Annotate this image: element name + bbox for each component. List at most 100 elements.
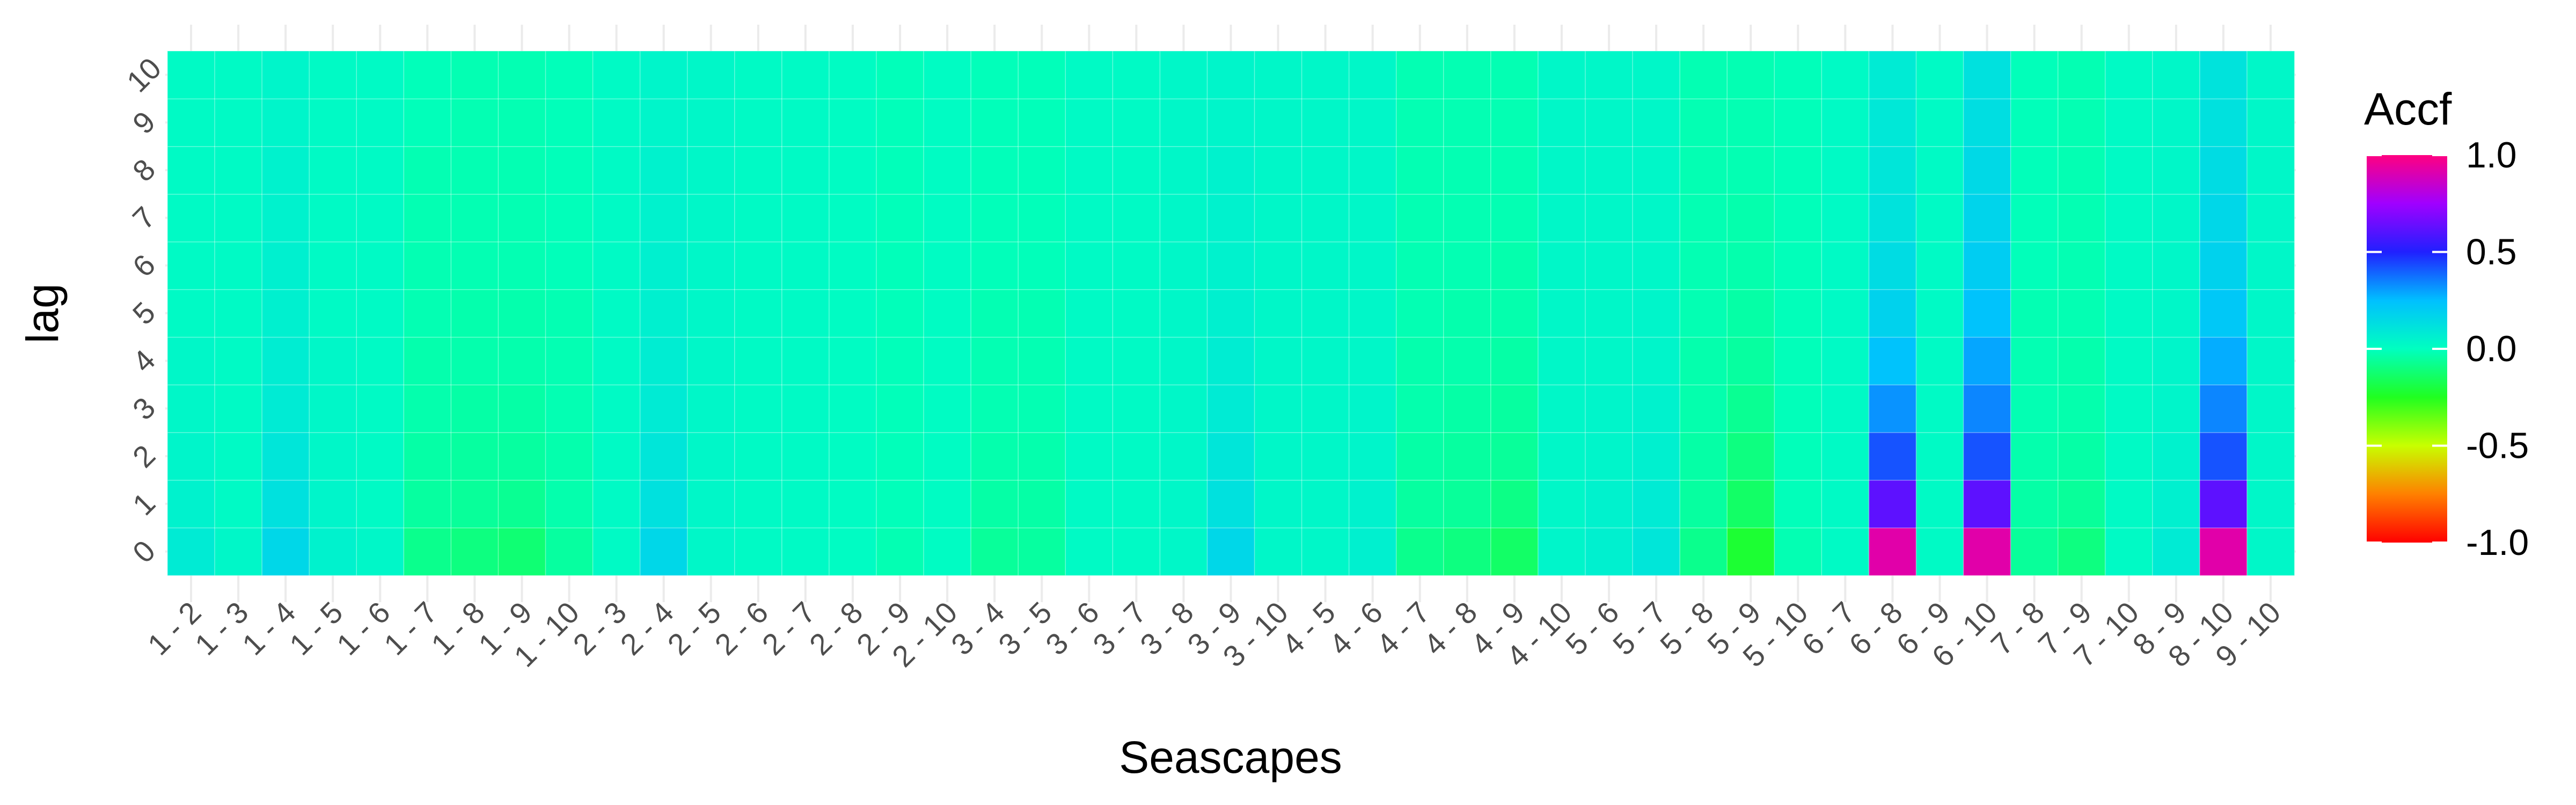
heatmap-cell [1018,289,1066,338]
heatmap-cell [2199,241,2248,290]
heatmap-cell [1726,241,1775,290]
heatmap-cell [403,145,452,195]
heatmap-cell [1868,241,1917,290]
heatmap-cell [2246,289,2295,338]
heatmap-cell [781,479,830,529]
heatmap-cell [1348,431,1397,481]
heatmap-cell [686,241,736,290]
heatmap-cell [1018,527,1066,576]
heatmap-cell [970,145,1019,195]
heatmap-cell [214,98,263,147]
heatmap-cell [2057,193,2106,243]
heatmap-cell [261,145,310,195]
heatmap-cell [1159,479,1208,529]
heatmap-cell [2104,145,2154,195]
heatmap-cell [1395,241,1445,290]
heatmap-cell [2057,289,2106,338]
heatmap-cell [1065,145,1114,195]
heatmap-cell [2057,98,2106,147]
heatmap-cell [1679,479,1728,529]
heatmap-cell [2057,431,2106,481]
heatmap-cell [1679,50,1728,100]
heatmap-cell [497,336,546,385]
heatmap-cell [1348,50,1397,100]
heatmap-cell [356,431,405,481]
heatmap-cell [1963,50,2011,100]
heatmap-cell [545,384,594,433]
heatmap-cell [639,145,688,195]
heatmap-cell [1915,527,1964,576]
heatmap-cell [1726,479,1775,529]
heatmap-cell [356,289,405,338]
heatmap-cell [2199,145,2248,195]
heatmap-cell [1112,289,1161,338]
heatmap-cell [545,336,594,385]
heatmap-cell [2246,384,2295,433]
heatmap-cell [309,241,357,290]
heatmap-cell [403,50,452,100]
heatmap-cell [734,336,783,385]
heatmap-cell [1065,241,1114,290]
heatmap-cell [1490,98,1539,147]
heatmap-cell [1443,336,1492,385]
heatmap-cell [1963,241,2011,290]
heatmap-cell [876,431,925,481]
heatmap-cell [1490,479,1539,529]
heatmap-cell [2246,527,2295,576]
heatmap-cell [1112,336,1161,385]
heatmap-cell [214,384,263,433]
heatmap-cell [970,241,1019,290]
heatmap-cell [1490,336,1539,385]
heatmap-cell [876,98,925,147]
legend-tick-label: 1.0 [2466,135,2517,175]
heatmap-cell [1585,384,1634,433]
heatmap-cell [2104,527,2154,576]
heatmap-cell [214,527,263,576]
heatmap-cell [1490,145,1539,195]
heatmap-cell [970,527,1019,576]
heatmap-cell [1868,98,1917,147]
heatmap-cell [2199,98,2248,147]
heatmap-cell [1632,384,1681,433]
heatmap-cell [2104,431,2154,481]
heatmap-cell [1206,479,1255,529]
heatmap-cell [1206,145,1255,195]
y-axis-title: lag [17,283,68,343]
heatmap-cell [1774,336,1823,385]
heatmap-cell [1585,145,1634,195]
heatmap-cell [1915,431,1964,481]
heatmap-cell [309,98,357,147]
heatmap-cell [686,98,736,147]
heatmap-cell [2199,336,2248,385]
heatmap-cell [1159,336,1208,385]
heatmap-cell [1159,431,1208,481]
heatmap-cell [2246,193,2295,243]
heatmap-cell [309,384,357,433]
heatmap-cell [734,50,783,100]
heatmap-cell [1774,527,1823,576]
heatmap-cell [1065,479,1114,529]
legend-tick-label: 0.0 [2466,328,2517,369]
heatmap-cell [1206,289,1255,338]
heatmap-cell [2057,336,2106,385]
heatmap-cell [167,431,216,481]
heatmap-cell [876,384,925,433]
heatmap-cell [1254,336,1302,385]
heatmap-cell [1301,479,1350,529]
heatmap-cell [1254,431,1302,481]
heatmap-cell [781,384,830,433]
heatmap-cell [1159,527,1208,576]
heatmap-cell [1538,336,1586,385]
heatmap-cell [686,527,736,576]
heatmap-cell [497,289,546,338]
heatmap-cell [1018,241,1066,290]
heatmap-cell [1112,145,1161,195]
heatmap-cell [923,527,972,576]
heatmap-cell [1490,289,1539,338]
heatmap-cell [1065,431,1114,481]
heatmap-cell [1821,527,1870,576]
heatmap-cell [1348,289,1397,338]
heatmap-cell [639,241,688,290]
heatmap-cell [1632,145,1681,195]
